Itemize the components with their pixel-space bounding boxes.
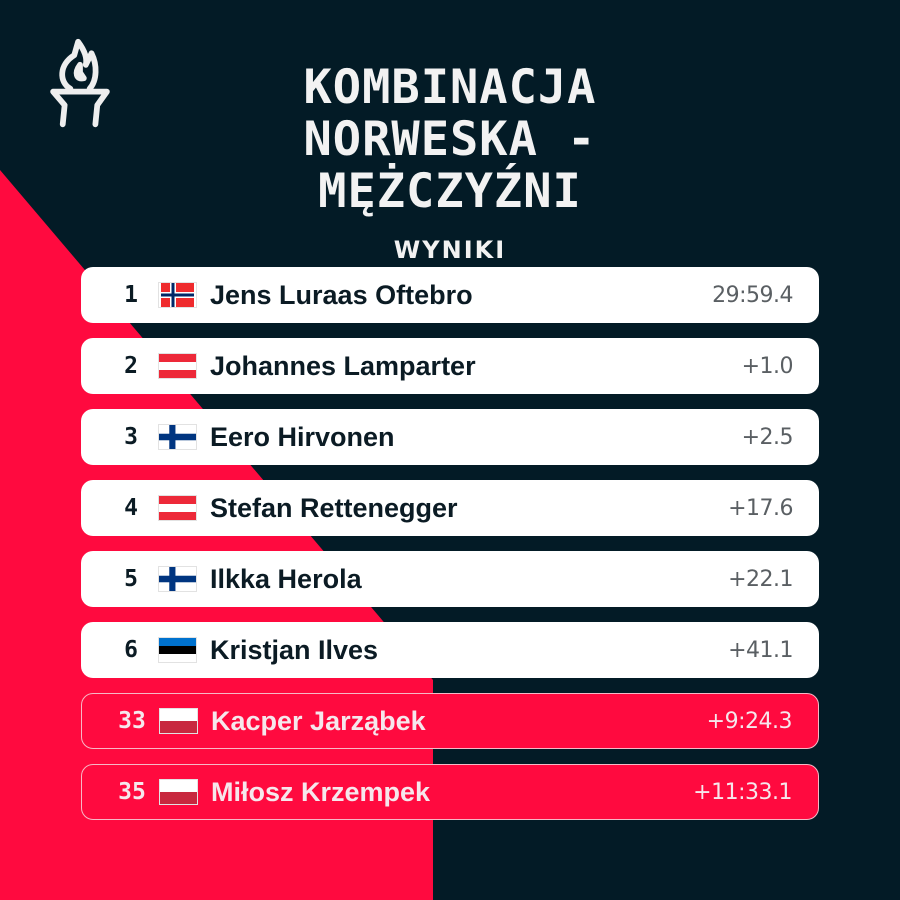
rank: 33 (118, 708, 146, 734)
athlete-name: Miłosz Krzempek (211, 776, 431, 807)
result-time: +9:24.3 (706, 708, 793, 734)
rank: 1 (124, 282, 138, 308)
flag-estonia-icon (159, 638, 196, 662)
rank: 6 (124, 637, 138, 663)
athlete-name: Stefan Rettenegger (210, 492, 458, 523)
athlete-name: Johannes Lamparter (210, 350, 476, 381)
rank: 2 (124, 353, 138, 379)
result-time: +17.6 (728, 495, 793, 521)
flag-poland-icon (160, 780, 197, 804)
flag-poland-icon (160, 709, 197, 733)
subtitle: WYNIKI (393, 236, 507, 264)
results-list: 1 Jens Luraas Oftebro 29:59.4 2 Johannes… (81, 267, 819, 835)
result-row[interactable]: 4 Stefan Rettenegger +17.6 (81, 480, 819, 536)
result-time: +2.5 (741, 424, 794, 450)
result-time: 29:59.4 (712, 282, 793, 308)
result-row[interactable]: 6 Kristjan Ilves +41.1 (81, 622, 819, 678)
athlete-name: Ilkka Herola (210, 563, 362, 594)
rank: 5 (124, 566, 138, 592)
result-row-highlighted[interactable]: 35 Miłosz Krzempek +11:33.1 (81, 764, 819, 820)
title-line-2: NORWESKA - (303, 112, 597, 167)
result-row[interactable]: 1 Jens Luraas Oftebro 29:59.4 (81, 267, 819, 323)
flag-austria-icon (159, 354, 196, 378)
flag-norway-icon (159, 283, 196, 307)
result-time: +22.1 (728, 566, 793, 592)
result-row[interactable]: 5 Ilkka Herola +22.1 (81, 551, 819, 607)
athlete-name: Kacper Jarząbek (211, 705, 426, 736)
result-row[interactable]: 2 Johannes Lamparter +1.0 (81, 338, 819, 394)
flag-austria-icon (159, 496, 196, 520)
result-row-highlighted[interactable]: 33 Kacper Jarząbek +9:24.3 (81, 693, 819, 749)
result-time: +1.0 (741, 353, 794, 379)
rank: 4 (124, 495, 138, 521)
olympic-torch-icon (50, 38, 110, 128)
athlete-name: Eero Hirvonen (210, 421, 395, 452)
flag-finland-icon (159, 567, 196, 591)
title-line-3: MĘŻCZYŹNI (318, 164, 582, 219)
rank: 3 (124, 424, 138, 450)
result-time: +41.1 (728, 637, 793, 663)
title-line-1: KOMBINACJA (303, 60, 597, 115)
result-time: +11:33.1 (693, 779, 792, 805)
page-title: KOMBINACJA NORWESKA - MĘŻCZYŹNI (180, 62, 720, 218)
rank: 35 (118, 779, 146, 805)
athlete-name: Jens Luraas Oftebro (210, 279, 473, 310)
result-row[interactable]: 3 Eero Hirvonen +2.5 (81, 409, 819, 465)
athlete-name: Kristjan Ilves (210, 634, 379, 665)
flag-finland-icon (159, 425, 196, 449)
